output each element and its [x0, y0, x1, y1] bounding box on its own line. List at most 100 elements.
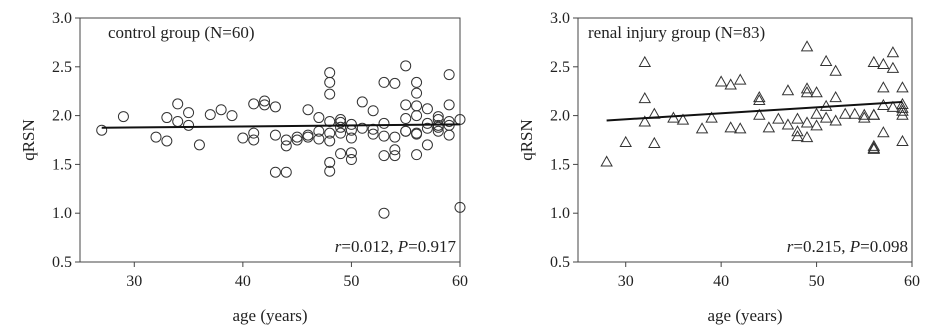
- data-point: [345, 132, 357, 144]
- stat-value: =0.098: [860, 237, 908, 256]
- data-point: [867, 139, 881, 151]
- data-point: [193, 139, 205, 151]
- data-point: [378, 76, 390, 88]
- data-point: [724, 78, 737, 90]
- data-point: [367, 128, 379, 140]
- data-point: [411, 128, 423, 140]
- data-point: [324, 88, 336, 100]
- data-point: [313, 125, 325, 137]
- y-tick-label: 2.5: [550, 59, 570, 76]
- data-point: [161, 135, 173, 147]
- data-point: [345, 124, 357, 136]
- data-point: [302, 131, 314, 143]
- data-point: [335, 127, 347, 139]
- data-point: [367, 105, 379, 117]
- data-point: [810, 119, 823, 131]
- data-point: [161, 112, 173, 124]
- data-point: [411, 149, 423, 161]
- data-point: [781, 84, 795, 96]
- data-point: [269, 129, 281, 141]
- data-point: [896, 108, 909, 120]
- data-point: [411, 76, 423, 88]
- data-point: [877, 81, 890, 93]
- data-point: [724, 121, 737, 133]
- x-tick-label: 40: [713, 273, 729, 290]
- y-tick-label: 2.0: [550, 108, 570, 125]
- stats-annotation: r=0.215, P=0.098: [787, 237, 908, 256]
- data-point: [324, 165, 336, 177]
- data-point: [638, 55, 652, 67]
- data-point: [345, 147, 357, 159]
- data-point: [886, 61, 900, 73]
- plot-frame: [577, 17, 913, 263]
- stat-symbol: r: [335, 237, 342, 256]
- data-point: [313, 133, 325, 145]
- data-point: [454, 201, 466, 213]
- data-point: [421, 117, 433, 129]
- data-point: [638, 115, 652, 127]
- data-point: [389, 77, 401, 89]
- data-point: [695, 122, 709, 134]
- data-point: [400, 99, 412, 111]
- stats-annotation: r=0.012, P=0.917: [335, 237, 457, 256]
- data-point: [324, 156, 336, 168]
- panel-title: renal injury group (N=83): [588, 23, 765, 42]
- y-tick-label: 1.0: [52, 205, 72, 222]
- data-point: [389, 150, 401, 162]
- data-point: [800, 82, 814, 94]
- data-point: [753, 91, 766, 103]
- data-point: [867, 55, 881, 67]
- data-point: [335, 116, 347, 128]
- data-point: [753, 93, 766, 106]
- data-point: [248, 127, 260, 139]
- data-point: [389, 131, 401, 143]
- data-point: [389, 144, 401, 156]
- x-axis-title: age (years): [232, 306, 307, 325]
- data-point: [172, 115, 184, 127]
- data-point: [259, 95, 271, 107]
- data-point: [896, 104, 909, 116]
- data-point: [443, 69, 455, 81]
- chart-panel-1: 0.5 1.0 1.5 2.0 2.5 3.0 30 40 50 60 age (years) qRS…: [19, 10, 468, 325]
- stat-value: =0.215,: [793, 237, 849, 256]
- data-point: [345, 118, 357, 130]
- y-tick-label: 3.0: [550, 10, 570, 27]
- data-point: [791, 112, 804, 124]
- data-point: [762, 121, 776, 133]
- y-tick-label: 1.5: [550, 156, 570, 173]
- data-point: [800, 86, 814, 98]
- y-tick-label: 1.5: [52, 156, 72, 173]
- data-point: [378, 207, 390, 219]
- x-tick-label: 50: [809, 273, 825, 290]
- data-point: [335, 114, 347, 126]
- data-point: [280, 166, 292, 178]
- data-point: [411, 127, 423, 139]
- data-point: [378, 150, 390, 162]
- data-point: [324, 67, 336, 79]
- data-point: [117, 111, 129, 123]
- data-point: [150, 131, 162, 143]
- data-point: [432, 111, 444, 123]
- y-tick-label: 0.5: [550, 254, 570, 271]
- data-point: [810, 86, 823, 98]
- data-point: [280, 134, 292, 146]
- data-point: [886, 100, 900, 112]
- data-point: [867, 141, 881, 153]
- data-point: [676, 113, 690, 125]
- data-point: [867, 108, 881, 120]
- data-point: [443, 115, 455, 127]
- data-point: [335, 148, 347, 160]
- data-point: [848, 107, 861, 119]
- data-point: [886, 46, 900, 58]
- data-point: [291, 134, 303, 146]
- y-axis-title: qRSN: [19, 119, 38, 161]
- data-point: [810, 107, 823, 119]
- y-tick-label: 3.0: [52, 10, 72, 27]
- data-point: [400, 125, 412, 137]
- stat-value: =0.012,: [341, 237, 397, 256]
- data-point: [421, 139, 433, 151]
- data-point: [259, 99, 271, 111]
- data-point: [781, 118, 795, 130]
- y-axis-title: qRSN: [517, 119, 536, 161]
